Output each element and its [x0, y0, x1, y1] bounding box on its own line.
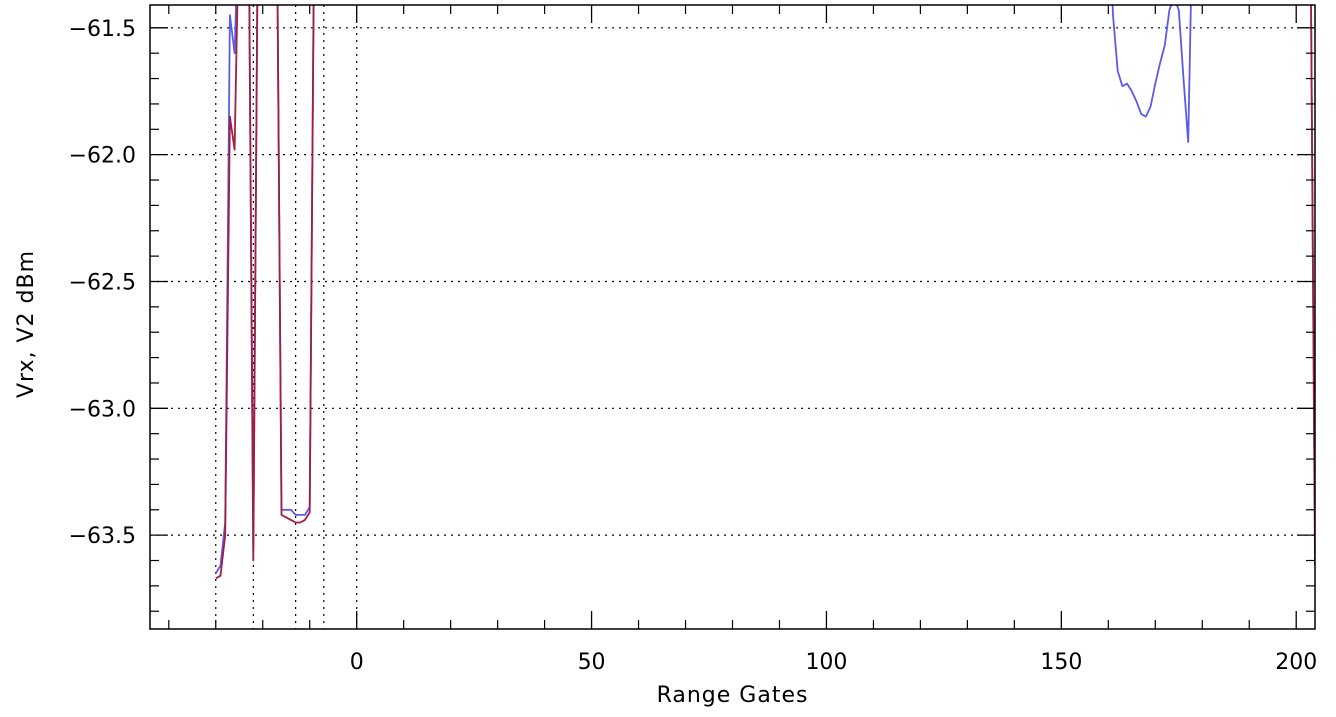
x-tick-label: 0: [350, 650, 364, 675]
y-axis-title: Vrx, V2 dBm: [14, 250, 39, 398]
y-tick-label: −62.5: [69, 270, 136, 295]
series-line-2: [215, 5, 315, 580]
x-tick-label: 200: [1275, 650, 1317, 675]
series-line-1: [215, 5, 315, 574]
y-tick-label: −61.5: [69, 17, 136, 42]
data-series: [215, 5, 1315, 580]
y-tick-label: −63.5: [69, 524, 136, 549]
x-tick-label: 100: [805, 650, 847, 675]
grid-lines: [150, 5, 1315, 629]
x-tick-label: 50: [578, 650, 606, 675]
series-line-1: [1111, 5, 1192, 143]
y-tick-label: −62.0: [69, 144, 136, 169]
y-tick-label: −63.0: [69, 397, 136, 422]
x-axis-title: Range Gates: [657, 683, 809, 708]
x-tick-label: 150: [1040, 650, 1082, 675]
series-line-2: [1310, 5, 1315, 566]
axis-ticks: −61.5 −62.0 −62.5 −63.0 −63.5 0 50 100 150 200: [69, 5, 1317, 675]
